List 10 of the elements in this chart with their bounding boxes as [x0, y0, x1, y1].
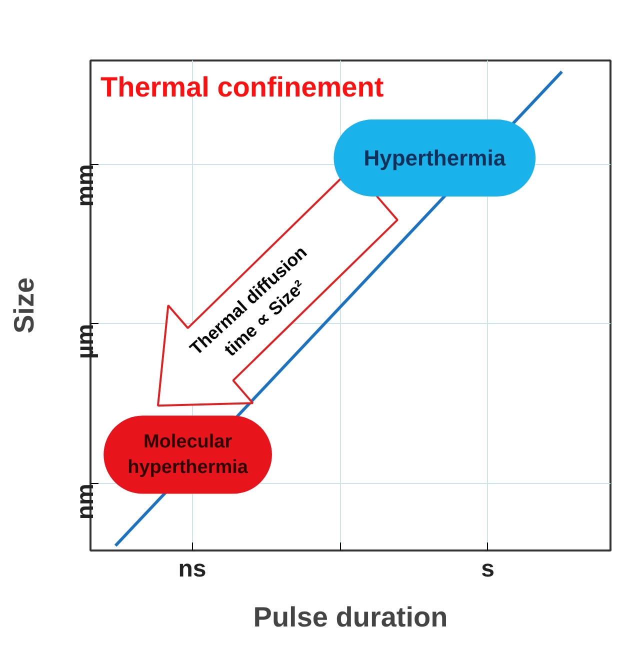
annotation: µm	[72, 324, 99, 360]
chart-title: Thermal confinement	[100, 72, 384, 102]
annotation: Molecular hyperthermia	[128, 432, 248, 478]
annotation: Hyperthermia	[364, 145, 506, 170]
x-axis-title: Pulse duration	[253, 602, 448, 632]
annotation: nm	[72, 484, 99, 520]
text: ns	[178, 556, 206, 582]
text: s	[481, 556, 494, 582]
y-axis-title: Size	[8, 277, 40, 334]
annotation: mm	[72, 164, 99, 207]
